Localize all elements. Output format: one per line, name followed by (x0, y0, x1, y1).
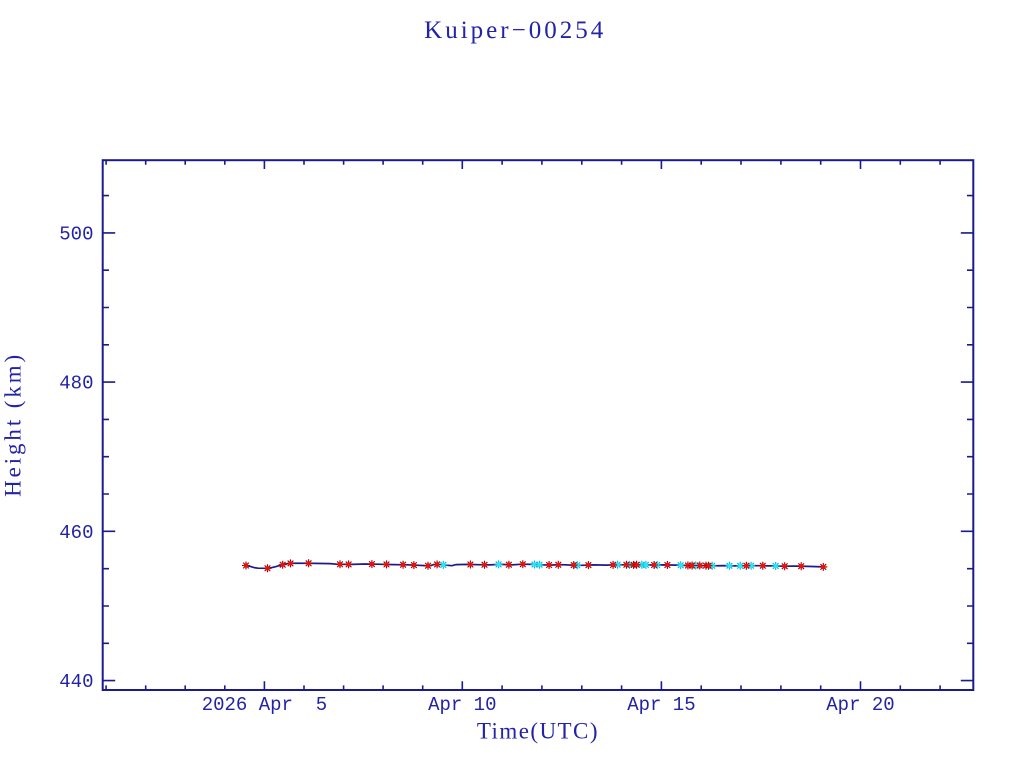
svg-text:Time(UTC): Time(UTC) (477, 719, 599, 744)
svg-text:Height (km): Height (km) (1, 352, 26, 497)
svg-text:Apr 10: Apr 10 (428, 694, 496, 716)
svg-text:500: 500 (59, 223, 93, 245)
svg-text:440: 440 (59, 671, 93, 693)
svg-text:2026 Apr 5: 2026 Apr 5 (202, 694, 327, 716)
svg-text:Apr 20: Apr 20 (826, 694, 894, 716)
svg-text:480: 480 (59, 373, 93, 395)
svg-text:Kuiper−00254: Kuiper−00254 (424, 17, 606, 44)
svg-text:Apr 15: Apr 15 (627, 694, 695, 716)
svg-text:460: 460 (59, 522, 93, 544)
